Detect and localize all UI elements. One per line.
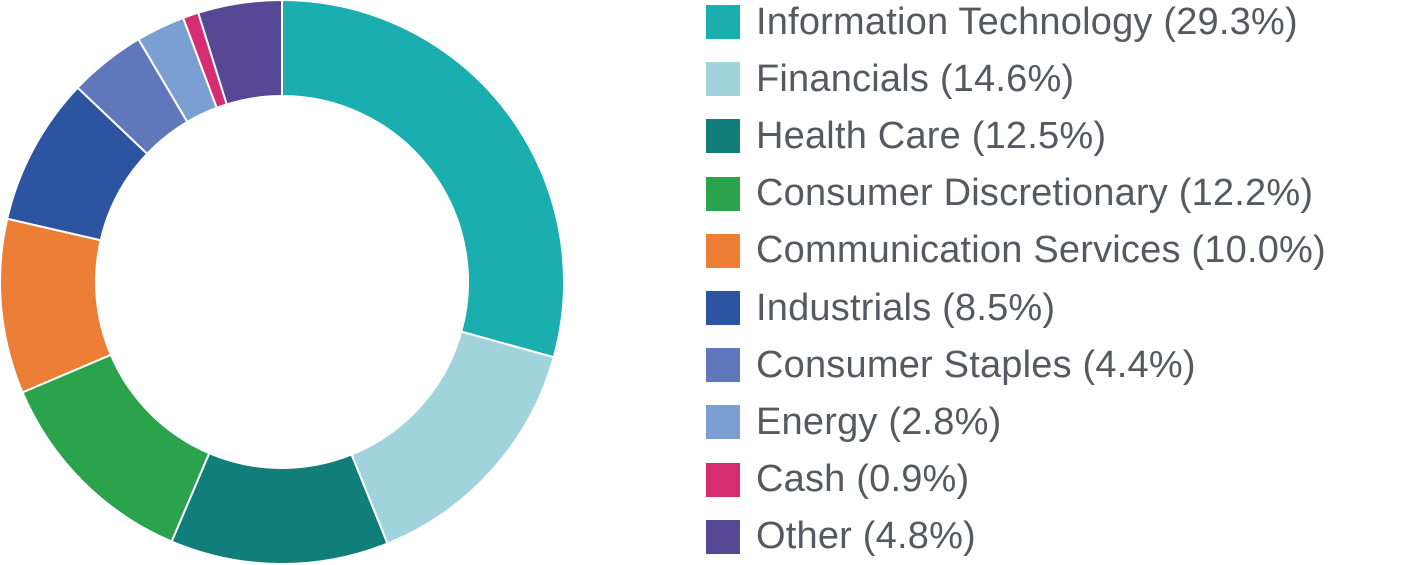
legend-item: Communication Services (10.0%) bbox=[706, 229, 1326, 272]
donut-slice-0 bbox=[281, 0, 565, 359]
legend-swatch bbox=[706, 176, 740, 211]
legend-item: Energy (2.8%) bbox=[706, 400, 1002, 443]
legend-item: Consumer Discretionary (12.2%) bbox=[706, 172, 1314, 215]
legend-label: Information Technology (29.3%) bbox=[756, 0, 1298, 43]
legend-swatch bbox=[706, 291, 740, 325]
legend-swatch bbox=[706, 233, 740, 268]
donut-slice-1 bbox=[350, 330, 556, 545]
donut-slice-9 bbox=[196, 0, 283, 106]
legend-swatch bbox=[706, 405, 740, 440]
legend-label: Health Care (12.5%) bbox=[756, 114, 1107, 157]
donut-chart bbox=[0, 0, 565, 565]
legend-item: Health Care (12.5%) bbox=[706, 114, 1107, 157]
legend-item: Information Technology (29.3%) bbox=[706, 0, 1298, 43]
donut-slice-2 bbox=[170, 451, 389, 565]
legend-label: Industrials (8.5%) bbox=[756, 286, 1056, 329]
legend-item: Financials (14.6%) bbox=[706, 57, 1075, 100]
donut-slices bbox=[0, 0, 565, 565]
legend-label: Financials (14.6%) bbox=[756, 57, 1075, 100]
legend-item: Other (4.8%) bbox=[706, 515, 976, 558]
donut-slice-3 bbox=[21, 353, 211, 543]
legend-item: Consumer Staples (4.4%) bbox=[706, 343, 1196, 386]
legend-label: Consumer Discretionary (12.2%) bbox=[756, 172, 1314, 215]
legend-swatch bbox=[706, 462, 740, 497]
legend-label: Communication Services (10.0%) bbox=[756, 229, 1326, 272]
legend-label: Energy (2.8%) bbox=[756, 400, 1002, 443]
legend-item: Industrials (8.5%) bbox=[706, 286, 1056, 329]
legend-label: Other (4.8%) bbox=[756, 515, 976, 558]
legend-item: Cash (0.9%) bbox=[706, 458, 970, 501]
legend-swatch bbox=[706, 348, 740, 383]
legend-swatch bbox=[706, 519, 740, 554]
legend-swatch bbox=[706, 119, 740, 154]
legend-swatch bbox=[706, 5, 740, 39]
legend-swatch bbox=[706, 62, 740, 97]
legend-label: Consumer Staples (4.4%) bbox=[756, 343, 1196, 386]
legend-label: Cash (0.9%) bbox=[756, 458, 970, 501]
